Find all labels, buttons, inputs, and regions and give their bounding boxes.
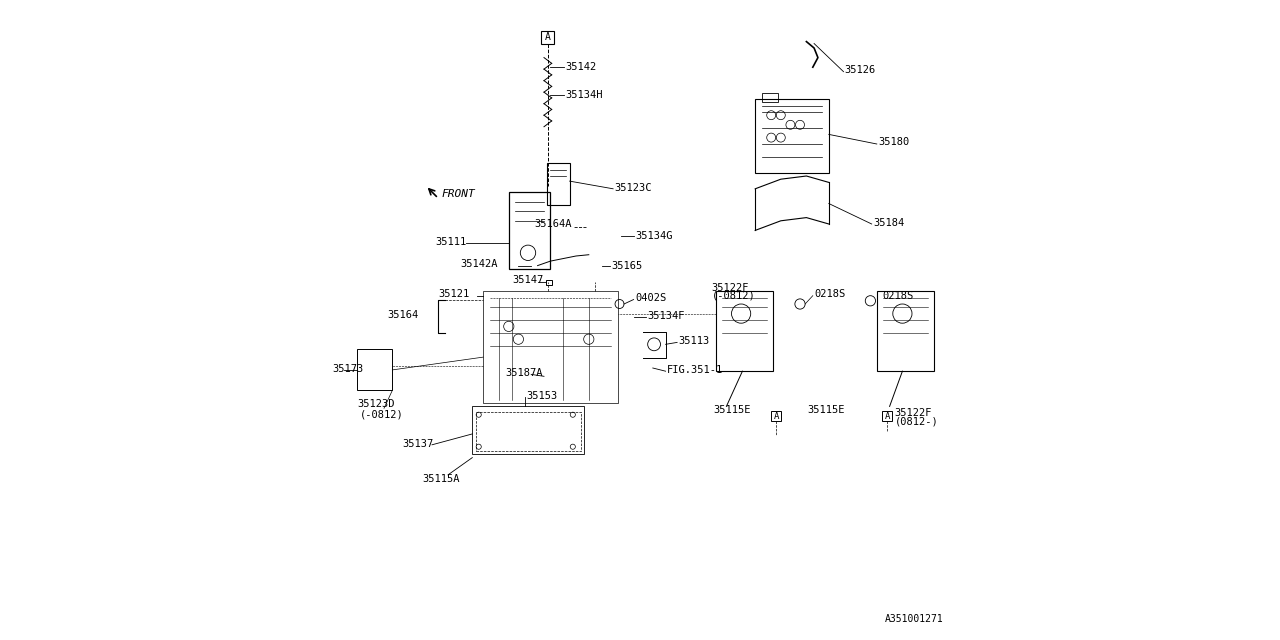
Text: 0218S: 0218S	[882, 291, 913, 301]
Text: 35115A: 35115A	[422, 474, 460, 484]
Text: 35126: 35126	[845, 65, 876, 76]
Text: 35164A: 35164A	[535, 219, 572, 229]
Text: A: A	[773, 412, 780, 420]
Text: (0812-): (0812-)	[895, 416, 938, 426]
Bar	[508, 192, 550, 269]
Bar	[484, 291, 617, 403]
Text: A351001271: A351001271	[886, 614, 945, 624]
Text: A: A	[884, 412, 890, 420]
Bar	[716, 291, 773, 371]
Text: 35137: 35137	[402, 439, 433, 449]
Bar	[548, 163, 570, 205]
Text: 35134F: 35134F	[648, 310, 685, 321]
Text: 35121: 35121	[438, 289, 470, 300]
Text: FIG.351-1: FIG.351-1	[667, 365, 723, 375]
Bar	[357, 349, 392, 390]
Bar	[476, 412, 581, 451]
Text: (-0812): (-0812)	[360, 410, 403, 420]
Text: 35184: 35184	[873, 218, 904, 228]
Text: FRONT: FRONT	[442, 189, 475, 199]
Text: 35187A: 35187A	[506, 368, 543, 378]
Bar	[762, 93, 777, 102]
Text: 35164: 35164	[387, 310, 419, 320]
Text: 35113: 35113	[678, 336, 709, 346]
Text: 35122F: 35122F	[895, 408, 932, 418]
Text: 35153: 35153	[527, 390, 558, 401]
Bar	[877, 291, 934, 371]
Text: 35123D: 35123D	[357, 399, 394, 410]
Bar	[755, 99, 829, 173]
Text: 35115E: 35115E	[808, 404, 845, 415]
Text: 0402S: 0402S	[635, 293, 666, 303]
Bar	[882, 411, 892, 421]
Bar	[541, 31, 554, 44]
Text: 35123C: 35123C	[614, 182, 652, 193]
Text: (-0812): (-0812)	[712, 291, 755, 301]
Text: 35142A: 35142A	[461, 259, 498, 269]
Bar	[771, 411, 781, 421]
Text: 35134G: 35134G	[635, 230, 672, 241]
Bar	[472, 406, 584, 454]
Text: 35165: 35165	[612, 260, 643, 271]
Text: 35122F: 35122F	[712, 283, 749, 293]
Text: 35180: 35180	[878, 137, 909, 147]
Bar	[545, 280, 553, 285]
Text: 35134H: 35134H	[566, 90, 603, 100]
Text: 0218S: 0218S	[814, 289, 845, 300]
Text: 35147: 35147	[512, 275, 543, 285]
Text: 35173: 35173	[333, 364, 364, 374]
Text: A: A	[545, 32, 550, 42]
Text: 35115E: 35115E	[713, 404, 750, 415]
Text: 35142: 35142	[566, 62, 596, 72]
Text: 35111: 35111	[435, 237, 466, 247]
